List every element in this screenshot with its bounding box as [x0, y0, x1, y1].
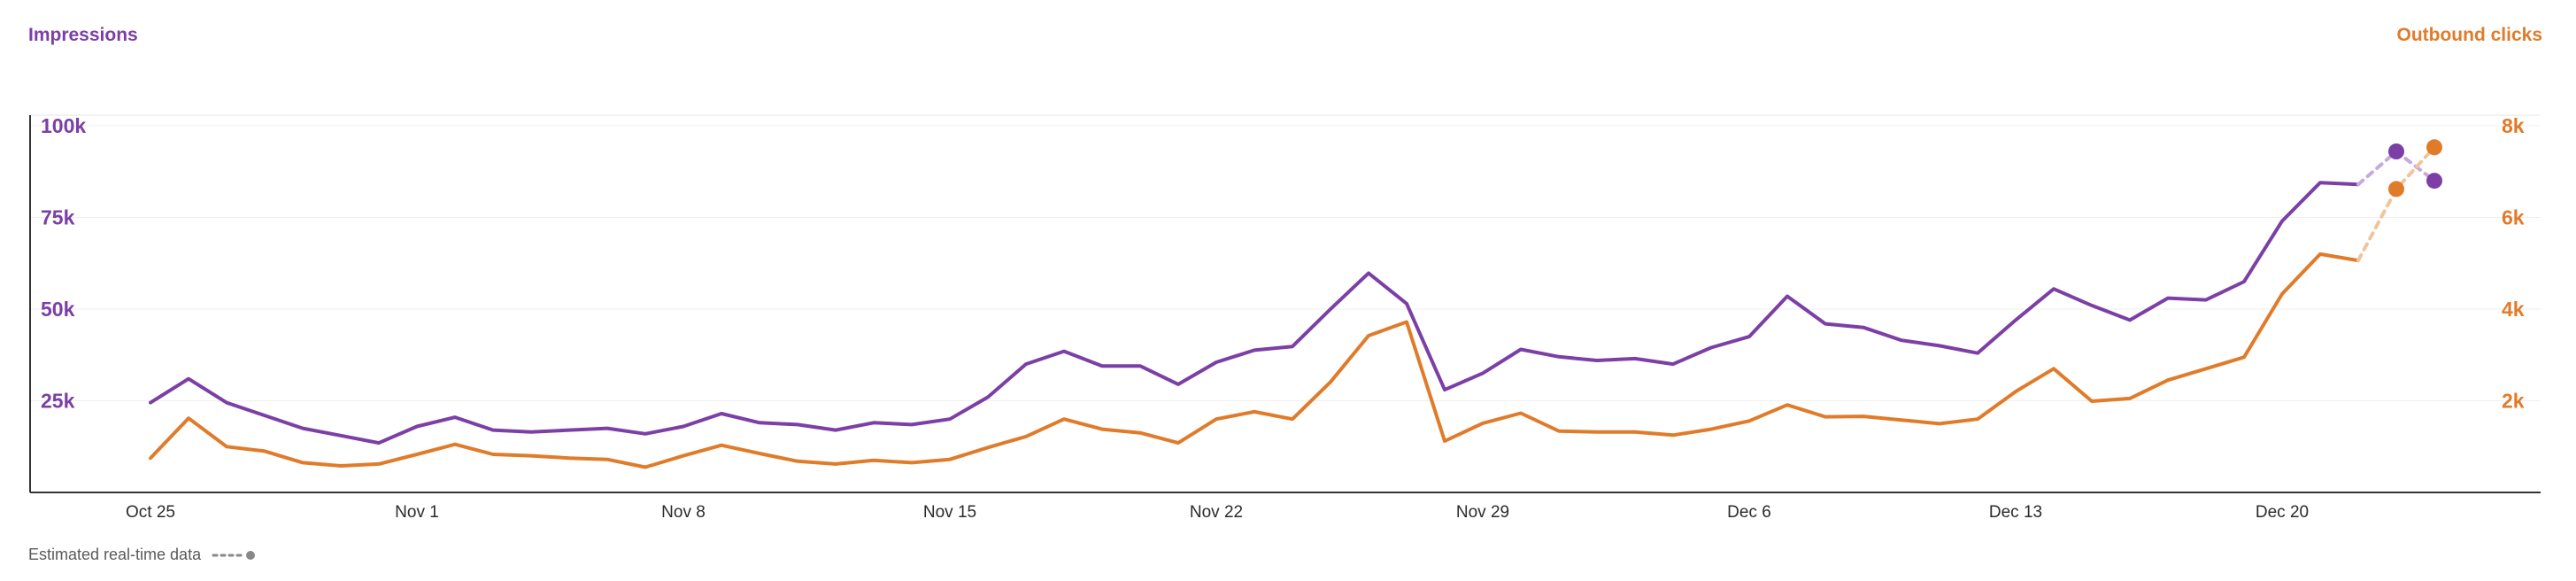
chart-legend: Estimated real-time data: [28, 546, 258, 564]
y-tick-label-left: 75k: [41, 206, 75, 229]
x-tick-label: Nov 22: [1190, 503, 1243, 522]
y-tick-label-right: 8k: [2502, 114, 2525, 137]
y-tick-label-right: 2k: [2502, 390, 2525, 413]
legend-label-estimated: Estimated real-time data: [28, 546, 202, 563]
grid-layer: [30, 114, 2541, 401]
series-layer: [149, 139, 2442, 469]
dashed-line-dot-icon: [212, 550, 256, 560]
y-tick-label-right: 4k: [2502, 298, 2525, 321]
y-tick-label-left: 100k: [41, 114, 86, 137]
outbound-clicks-axis-title: Outbound clicks: [2396, 25, 2542, 45]
x-tick-label: Dec 6: [1727, 503, 1771, 522]
y-tick-label-left: 25k: [41, 390, 75, 413]
x-tick-label: Nov 15: [923, 503, 976, 522]
x-tick-label: Nov 8: [661, 503, 706, 522]
impressions-axis-title: Impressions: [28, 25, 138, 45]
x-tick-label: Oct 25: [126, 503, 175, 522]
axis-layer: [29, 115, 2541, 493]
x-tick-label: Dec 13: [1989, 503, 2042, 522]
tick-layer: 25k 50k 75k 100k 2k 4k 6k 8k Oct 25 Nov 1 Nov 8 Nov…: [41, 114, 2525, 522]
y-tick-label-right: 6k: [2502, 206, 2525, 229]
estimated-line-clicks: [2356, 145, 2436, 263]
x-tick-label: Nov 1: [395, 503, 439, 522]
estimated-point-clicks: [2426, 139, 2442, 156]
series-line-impressions: [149, 181, 2360, 445]
y-tick-label-left: 50k: [41, 298, 75, 321]
series-line-clicks: [149, 252, 2360, 469]
x-tick-label: Nov 29: [1456, 503, 1509, 522]
x-tick-label: Dec 20: [2256, 503, 2309, 522]
estimated-point-impressions: [2388, 143, 2404, 159]
estimated-point-impressions: [2426, 173, 2442, 190]
estimated-point-clicks: [2388, 181, 2404, 198]
